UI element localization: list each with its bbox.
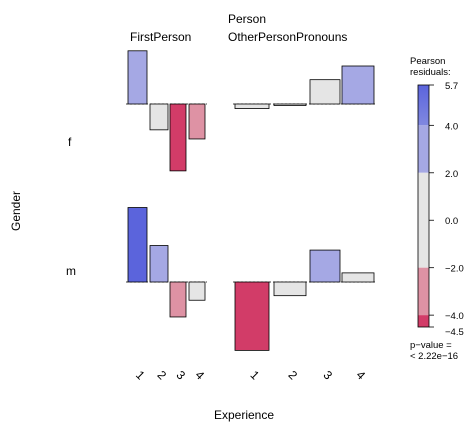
legend-color-bar <box>417 84 430 328</box>
bar-m-otherpersonpronouns-4 <box>341 272 375 283</box>
row-label-f: f <box>68 135 72 149</box>
legend-tick-label-6: −4.5 <box>445 327 464 338</box>
bar-f-firstperson-3 <box>169 103 187 172</box>
legend-bar-outline <box>417 84 430 328</box>
row-label-m: m <box>66 264 76 278</box>
x-tick-firstperson-1: 1 <box>133 368 148 383</box>
legend-tick-label-5: −4.0 <box>445 311 464 322</box>
legend-tick-label-4: −2.0 <box>445 264 464 275</box>
y-axis-title: Gender <box>9 191 23 231</box>
legend-tick-label-2: 2.0 <box>445 169 458 180</box>
legend-band-2 <box>418 172 429 268</box>
bar-f-otherpersonpronouns-1 <box>234 103 270 109</box>
bar-m-firstperson-3 <box>169 281 187 318</box>
legend-title-line2: residuals: <box>410 67 451 78</box>
x-axis-title: Experience <box>214 408 274 422</box>
legend-band-1 <box>418 125 429 173</box>
legend-band-0 <box>418 85 429 126</box>
p-value-label: p−value = <box>410 340 452 351</box>
residual-bars <box>126 50 376 351</box>
x-tick-firstperson-4: 4 <box>193 368 208 383</box>
column-variable-title: Person <box>228 12 266 26</box>
bar-f-otherpersonpronouns-2 <box>273 103 307 106</box>
column-group-otherpersonpronouns: OtherPersonPronouns <box>228 30 347 44</box>
x-tick-firstperson-2: 2 <box>155 368 170 383</box>
legend-band-4 <box>418 315 429 327</box>
x-tick-otherpersonpronouns-4: 4 <box>354 368 369 383</box>
legend-tick-label-3: 0.0 <box>445 216 458 227</box>
bar-f-firstperson-1 <box>127 50 148 105</box>
bar-f-otherpersonpronouns-4 <box>341 65 375 105</box>
bar-m-otherpersonpronouns-3 <box>309 249 341 283</box>
x-tick-otherpersonpronouns-2: 2 <box>286 368 301 383</box>
bar-m-firstperson-1 <box>127 207 148 283</box>
legend-title-line1: Pearson <box>410 56 445 67</box>
legend-ticks: 5.7 4.0 2.0 0.0 −2.0 −4.0 −4.5 <box>429 81 464 338</box>
column-group-firstperson: FirstPerson <box>130 30 191 44</box>
bar-m-otherpersonpronouns-2 <box>273 281 307 297</box>
legend-band-3 <box>418 267 429 316</box>
x-tick-firstperson-3: 3 <box>174 368 189 383</box>
bar-f-firstperson-2 <box>149 103 169 131</box>
bar-f-otherpersonpronouns-3 <box>309 79 341 105</box>
bar-f-firstperson-4 <box>188 103 206 140</box>
x-tick-otherpersonpronouns-3: 3 <box>321 368 336 383</box>
bar-m-firstperson-4 <box>188 281 206 301</box>
bar-m-firstperson-2 <box>149 245 169 283</box>
color-legend: Pearson residuals: 5.7 4.0 2.0 0.0 −2.0 −4.0 −… <box>410 56 464 362</box>
x-tick-otherpersonpronouns-1: 1 <box>248 368 263 383</box>
legend-tick-label-0: 5.7 <box>445 81 458 92</box>
p-value: < 2.22e−16 <box>410 351 458 362</box>
bar-m-otherpersonpronouns-1 <box>234 281 270 351</box>
legend-tick-label-1: 4.0 <box>445 121 458 132</box>
